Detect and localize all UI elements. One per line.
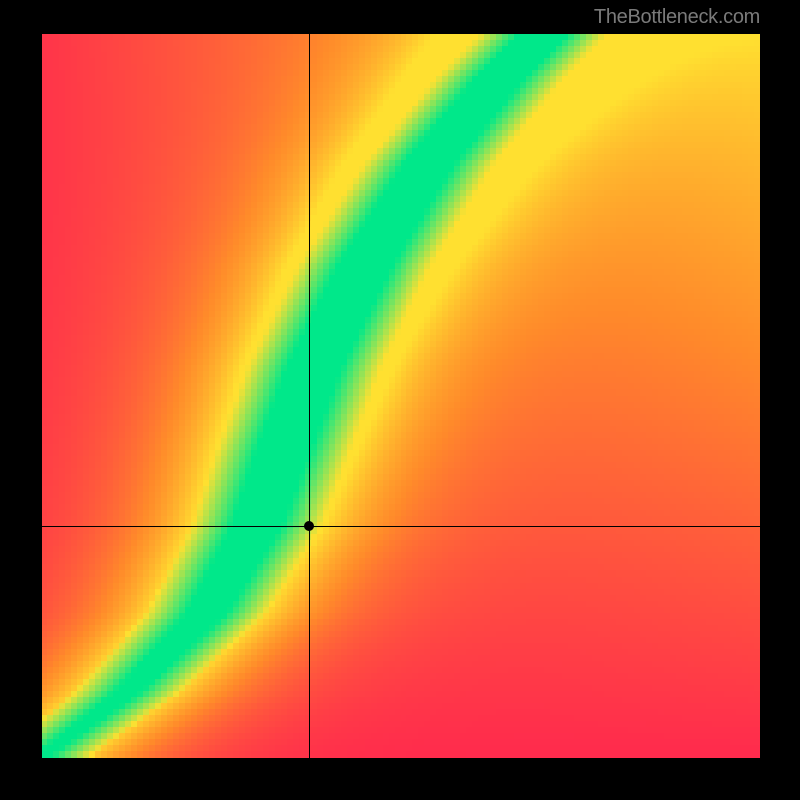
watermark-text: TheBottleneck.com bbox=[594, 6, 760, 29]
bottleneck-heatmap bbox=[42, 34, 760, 758]
crosshair-vertical bbox=[309, 34, 310, 758]
chart-container: TheBottleneck.com bbox=[0, 0, 800, 800]
crosshair-horizontal bbox=[42, 526, 760, 527]
crosshair-dot bbox=[304, 521, 314, 531]
